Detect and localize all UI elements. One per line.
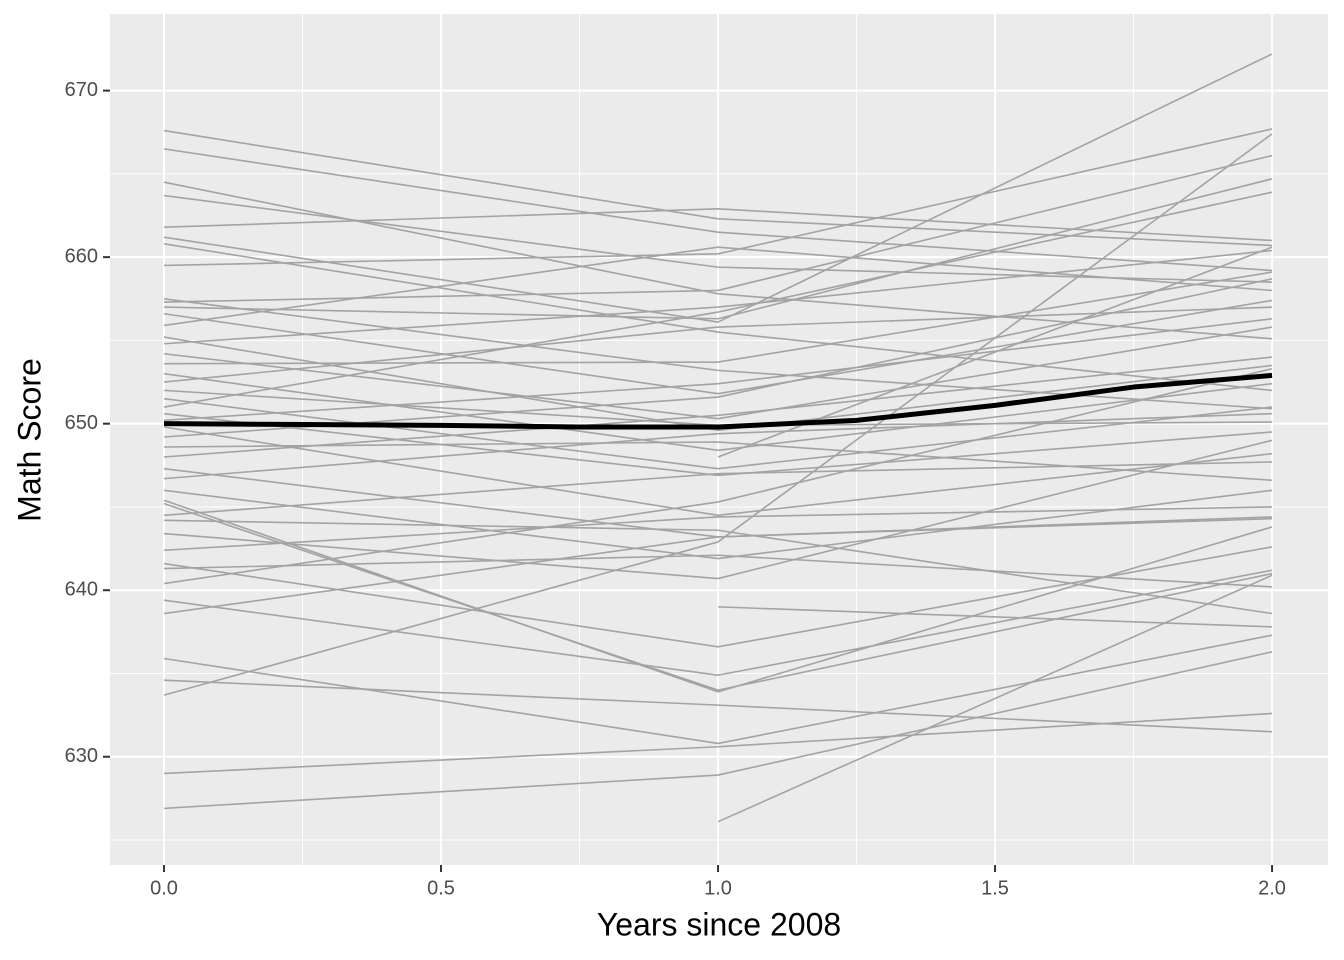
- series-line: [163, 651, 1273, 810]
- y-tick-label: 630: [65, 745, 98, 767]
- y-tick-label: 650: [65, 412, 98, 434]
- series-line: [163, 569, 1273, 676]
- series-line: [163, 372, 1273, 452]
- series-line: [163, 129, 1273, 247]
- x-tick-label: 2.0: [1258, 877, 1286, 899]
- series-line: [163, 356, 1273, 458]
- x-tick-label: 1.5: [981, 877, 1009, 899]
- series-line: [163, 439, 1273, 580]
- series-line: [163, 128, 1273, 267]
- x-tick-label: 1.0: [704, 877, 732, 899]
- series-line: [163, 317, 1273, 422]
- series-line: [163, 712, 1273, 775]
- series-line: [163, 367, 1273, 585]
- series-line: [163, 208, 1273, 242]
- series-line: [163, 502, 1273, 691]
- series-line: [163, 461, 1273, 517]
- series-line: [163, 412, 1273, 477]
- series-line: [718, 606, 1273, 628]
- series-line: [163, 191, 1273, 408]
- series-line: [163, 243, 1273, 392]
- y-tick-label: 640: [65, 578, 98, 600]
- series-line: [163, 297, 1273, 410]
- series-line: [163, 133, 1273, 696]
- series-line: [163, 306, 1273, 383]
- series-line: [163, 679, 1273, 733]
- x-axis-title: Years since 2008: [597, 906, 841, 942]
- series-line: [163, 517, 1273, 615]
- series-line: [163, 299, 1273, 395]
- series-line: [163, 148, 1273, 272]
- series-line: [164, 441, 1273, 482]
- x-tick-label: 0.5: [427, 877, 455, 899]
- series-line: [163, 397, 1273, 470]
- series-line: [163, 194, 1273, 283]
- y-axis-title: Math Score: [11, 358, 47, 522]
- y-tick-label: 670: [65, 79, 98, 101]
- series-line: [164, 519, 1273, 615]
- series-line: [163, 53, 1273, 323]
- series-line: [163, 499, 1273, 693]
- y-tick-label: 660: [65, 245, 98, 267]
- x-tick-label: 0.0: [150, 877, 178, 899]
- series-line: [163, 412, 1273, 480]
- series-line: [163, 634, 1273, 745]
- series-line: [163, 489, 1273, 560]
- series-line: [163, 336, 1273, 432]
- series-line: [163, 546, 1273, 648]
- series-line: [163, 154, 1273, 303]
- series-line: [163, 246, 1273, 327]
- series-line: [163, 426, 1273, 517]
- series-line: [163, 506, 1273, 552]
- trend-line: [164, 372, 1273, 430]
- series-line: [163, 178, 1273, 320]
- series-line: [717, 574, 1273, 823]
